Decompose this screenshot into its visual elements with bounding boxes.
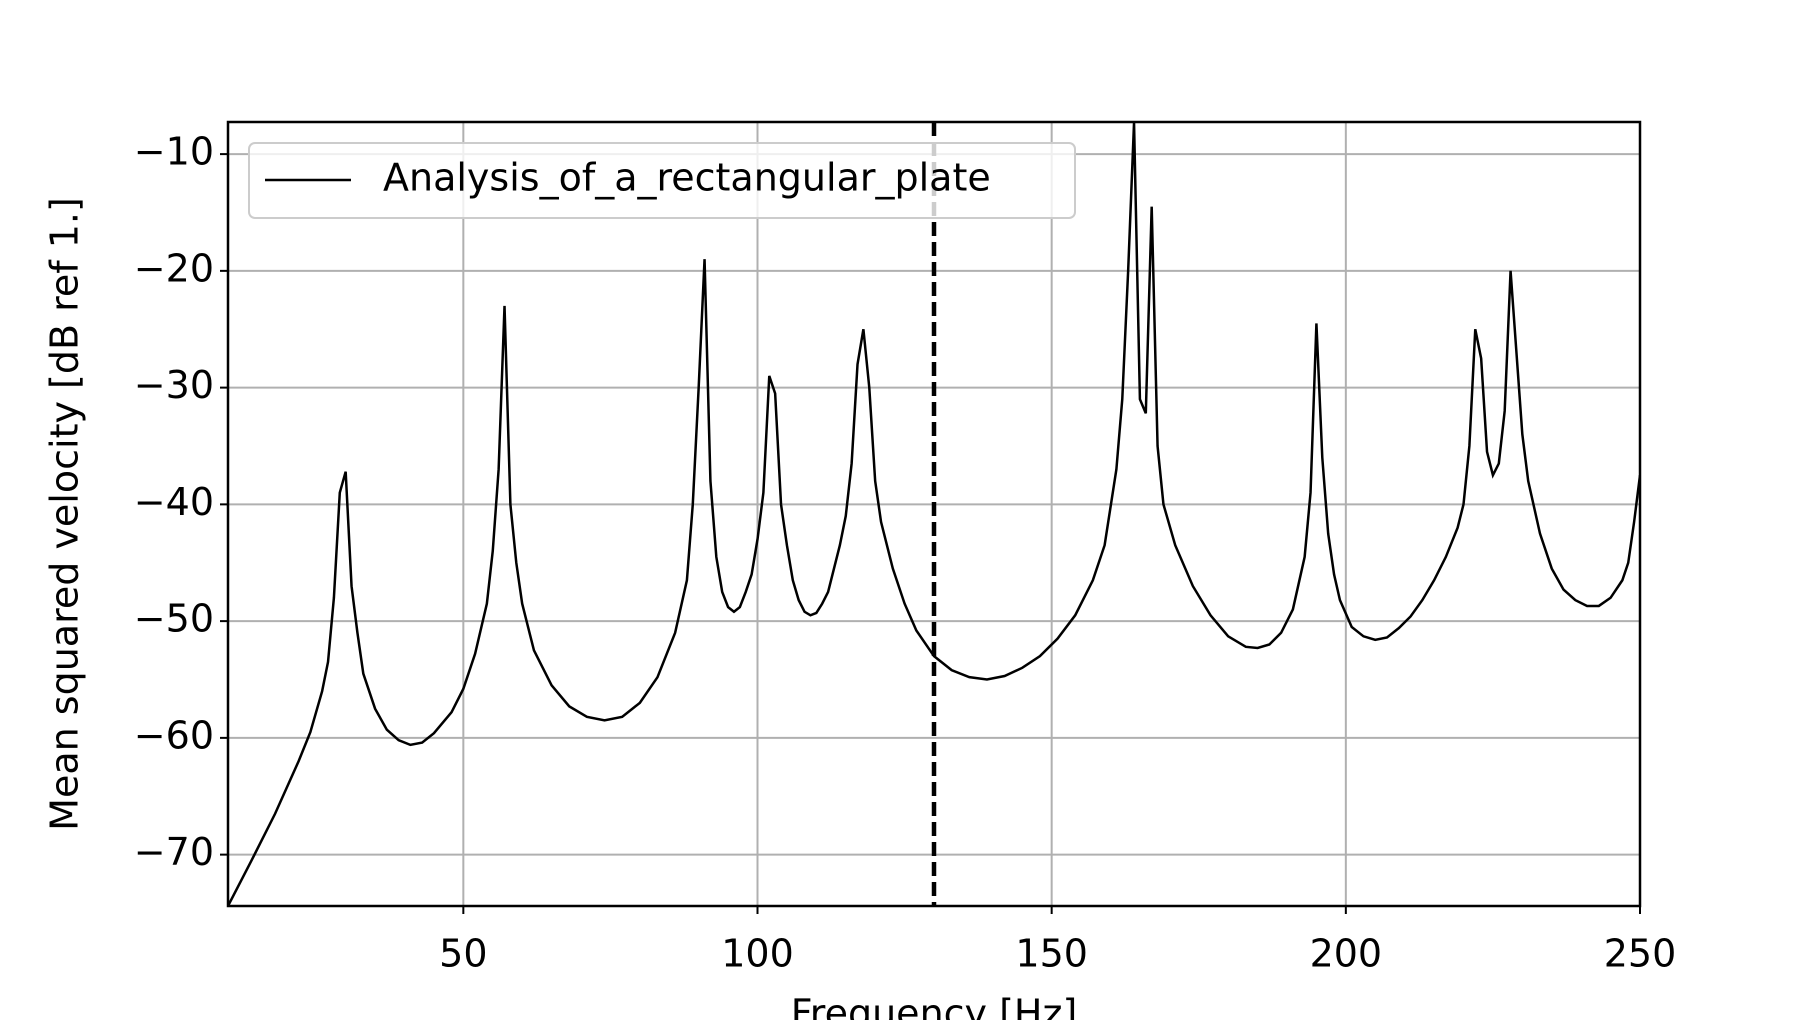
y-tick-label: −50	[134, 597, 214, 641]
y-tick-label: −30	[134, 363, 214, 407]
y-tick-label: −70	[134, 830, 214, 874]
legend-label: Analysis_of_a_rectangular_plate	[383, 156, 991, 200]
legend-box	[248, 142, 1076, 219]
plot-frame	[226, 120, 1642, 908]
data-line	[228, 122, 1640, 906]
y-tick-label: −10	[134, 130, 214, 174]
y-tick-label: −60	[134, 713, 214, 757]
y-tick-label: −40	[134, 480, 214, 524]
x-tick-label: 250	[1604, 932, 1677, 976]
y-axis-label: Mean squared velocity [dB ref 1.]	[43, 197, 87, 831]
x-tick-label: 200	[1310, 932, 1383, 976]
y-tick-label: −20	[134, 246, 214, 290]
x-tick-label: 50	[439, 932, 487, 976]
x-tick-label: 150	[1015, 932, 1088, 976]
x-tick-label: 100	[721, 932, 794, 976]
x-axis-label: Frequency [Hz]	[791, 992, 1078, 1021]
